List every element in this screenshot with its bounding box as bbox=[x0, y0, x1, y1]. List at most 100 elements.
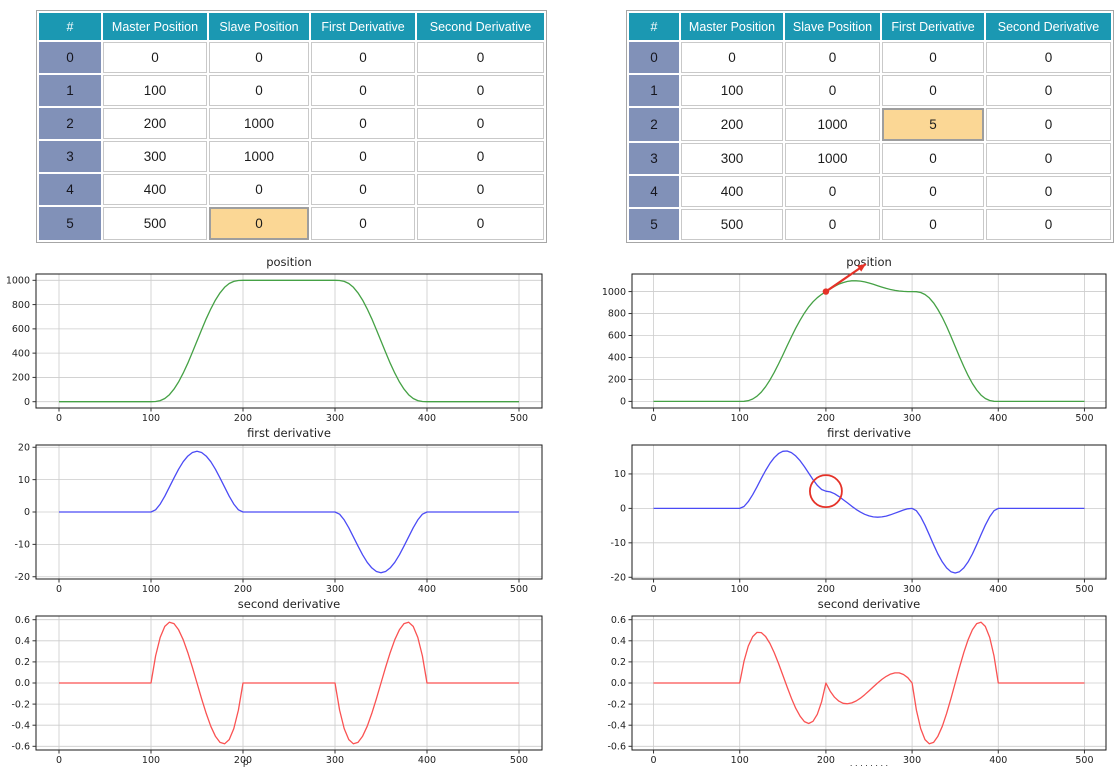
selected-cell[interactable]: 5 bbox=[882, 108, 984, 141]
y-tick-label: 0.2 bbox=[15, 657, 30, 668]
y-tick-label: 10 bbox=[614, 469, 626, 480]
y-tick-label: -0.6 bbox=[607, 742, 626, 753]
selected-cell[interactable]: 0 bbox=[209, 207, 309, 240]
x-tick-label: 0 bbox=[651, 584, 657, 595]
position-chart-right: 0 100 200 300 400 500 0 200 400 600 800 1000 positio… bbox=[596, 254, 1116, 425]
table-cell[interactable]: 200 bbox=[681, 108, 783, 141]
y-tick-label: 0.4 bbox=[15, 636, 30, 647]
table-cell[interactable]: 1000 bbox=[785, 108, 880, 141]
y-tick-label: -0.2 bbox=[11, 699, 30, 710]
table-cell[interactable]: 0 bbox=[882, 75, 984, 106]
annotation-note: p bbox=[243, 758, 249, 767]
table-cell[interactable]: 0 bbox=[882, 42, 984, 73]
col-header-second-derivative: Second Derivative bbox=[986, 13, 1111, 40]
y-tick-label: -10 bbox=[14, 540, 30, 551]
table-cell[interactable]: 0 bbox=[417, 75, 544, 106]
table-cell[interactable]: 300 bbox=[103, 141, 207, 172]
table-cell[interactable]: 0 bbox=[417, 174, 544, 205]
y-tick-label: 0.0 bbox=[611, 678, 626, 689]
x-tick-label: 0 bbox=[56, 584, 62, 595]
table-cell[interactable]: 0 bbox=[311, 108, 415, 139]
y-tick-label: 600 bbox=[12, 324, 30, 335]
table-cell[interactable]: 0 bbox=[986, 42, 1111, 73]
table-row: 4 400 0 0 0 bbox=[629, 176, 1111, 207]
x-tick-label: 300 bbox=[326, 413, 344, 424]
annotation-note: . . . . . . . . bbox=[850, 759, 888, 767]
y-tick-label: -20 bbox=[610, 572, 626, 583]
x-tick-label: 0 bbox=[56, 755, 62, 766]
row-header-cell: 3 bbox=[629, 143, 679, 174]
table-cell[interactable]: 0 bbox=[311, 75, 415, 106]
table-cell[interactable]: 0 bbox=[311, 207, 415, 240]
y-tick-label: 200 bbox=[608, 375, 626, 386]
table-cell[interactable]: 500 bbox=[681, 209, 783, 240]
table-cell[interactable]: 100 bbox=[681, 75, 783, 106]
table-row: 2 200 1000 5 0 bbox=[629, 108, 1111, 141]
chart-title: second derivative bbox=[238, 597, 340, 611]
table-cell[interactable]: 0 bbox=[986, 209, 1111, 240]
table-cell[interactable]: 0 bbox=[417, 108, 544, 139]
table-cell[interactable]: 400 bbox=[103, 174, 207, 205]
table-cell[interactable]: 400 bbox=[681, 176, 783, 207]
chart-title: first derivative bbox=[827, 426, 911, 440]
table-cell[interactable]: 0 bbox=[882, 209, 984, 240]
table-cell[interactable]: 0 bbox=[103, 42, 207, 73]
row-header-cell: 5 bbox=[629, 209, 679, 240]
y-tick-label: 0 bbox=[24, 507, 30, 518]
second-derivative-chart-left: 0 100 200 300 400 500 -0.6 -0.4 -0.2 0.0 0.2 0.4 0.6… bbox=[0, 596, 552, 767]
table-cell[interactable]: 0 bbox=[417, 141, 544, 172]
table-cell[interactable]: 500 bbox=[103, 207, 207, 240]
y-tick-label: -0.4 bbox=[11, 720, 30, 731]
table-cell[interactable]: 0 bbox=[785, 42, 880, 73]
table-cell[interactable]: 0 bbox=[882, 143, 984, 174]
chart-title: position bbox=[266, 255, 312, 269]
table-cell[interactable]: 0 bbox=[986, 108, 1111, 141]
col-header-first-derivative: First Derivative bbox=[311, 13, 415, 40]
x-tick-label: 400 bbox=[989, 413, 1007, 424]
annotation-arrowhead bbox=[857, 264, 866, 272]
table-cell[interactable]: 0 bbox=[311, 141, 415, 172]
table-cell[interactable]: 0 bbox=[882, 176, 984, 207]
col-header-second-derivative: Second Derivative bbox=[417, 13, 544, 40]
y-tick-label: 800 bbox=[608, 309, 626, 320]
table-cell[interactable]: 0 bbox=[785, 75, 880, 106]
y-tick-label: -0.6 bbox=[11, 742, 30, 753]
y-tick-label: 400 bbox=[12, 348, 30, 359]
col-header-slave-position: Slave Position bbox=[209, 13, 309, 40]
y-tick-label: 10 bbox=[18, 475, 30, 486]
table-cell[interactable]: 1000 bbox=[209, 141, 309, 172]
y-tick-label: 0 bbox=[620, 504, 626, 515]
table-cell[interactable]: 0 bbox=[785, 209, 880, 240]
x-tick-label: 100 bbox=[731, 413, 749, 424]
x-tick-label: 500 bbox=[510, 584, 528, 595]
y-tick-label: -0.4 bbox=[607, 720, 626, 731]
table-cell[interactable]: 1000 bbox=[209, 108, 309, 139]
table-cell[interactable]: 0 bbox=[681, 42, 783, 73]
table-cell[interactable]: 0 bbox=[417, 207, 544, 240]
table-cell[interactable]: 0 bbox=[311, 174, 415, 205]
y-tick-label: 1000 bbox=[602, 287, 626, 298]
table-cell[interactable]: 0 bbox=[209, 42, 309, 73]
table-cell[interactable]: 200 bbox=[103, 108, 207, 139]
table-cell[interactable]: 0 bbox=[209, 75, 309, 106]
table-cell[interactable]: 100 bbox=[103, 75, 207, 106]
table-cell[interactable]: 0 bbox=[986, 176, 1111, 207]
table-row: 3 300 1000 0 0 bbox=[39, 141, 544, 172]
x-tick-label: 100 bbox=[142, 584, 160, 595]
col-header-index: # bbox=[629, 13, 679, 40]
col-header-index: # bbox=[39, 13, 101, 40]
table-cell[interactable]: 0 bbox=[986, 75, 1111, 106]
x-tick-label: 200 bbox=[234, 413, 252, 424]
x-tick-label: 500 bbox=[1075, 755, 1093, 766]
table-cell[interactable]: 0 bbox=[417, 42, 544, 73]
table-cell[interactable]: 0 bbox=[311, 42, 415, 73]
row-header-cell: 0 bbox=[39, 42, 101, 73]
table-cell[interactable]: 0 bbox=[986, 143, 1111, 174]
table-cell[interactable]: 0 bbox=[785, 176, 880, 207]
table-cell[interactable]: 1000 bbox=[785, 143, 880, 174]
y-tick-label: 0 bbox=[24, 397, 30, 408]
table-cell[interactable]: 0 bbox=[209, 174, 309, 205]
x-tick-label: 100 bbox=[142, 755, 160, 766]
table-row: 1 100 0 0 0 bbox=[39, 75, 544, 106]
table-cell[interactable]: 300 bbox=[681, 143, 783, 174]
